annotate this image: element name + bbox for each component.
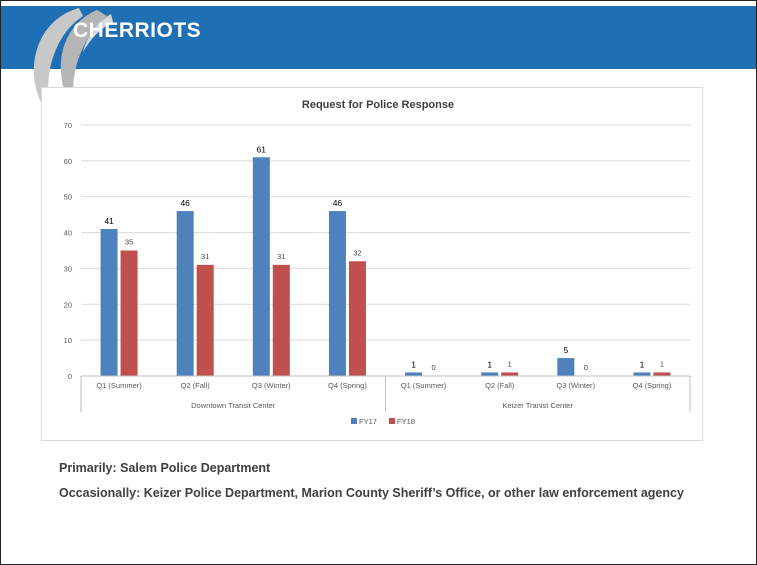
data-label: 1 <box>411 359 416 369</box>
x-tick-label: Q1 (Summer) <box>401 381 447 390</box>
data-label: 31 <box>201 252 209 261</box>
gridlines <box>81 124 690 377</box>
group-label: Downtown Transit Center <box>191 401 276 410</box>
bar-fy18 <box>120 250 138 376</box>
bar-fy17 <box>405 372 423 376</box>
data-label: 1 <box>508 359 512 368</box>
data-label: 61 <box>257 144 267 154</box>
bar-chart: Request for Police Response 010203040506… <box>64 99 691 426</box>
bar-fy17 <box>481 372 499 376</box>
note-occasional: Occasionally: Keizer Police Department, … <box>59 486 684 500</box>
bars <box>100 157 671 376</box>
legend-swatch <box>389 418 395 424</box>
data-label: 0 <box>584 363 588 372</box>
bar-fy18 <box>196 264 214 376</box>
bar-fy18 <box>348 261 366 376</box>
y-tick-label: 30 <box>64 264 72 273</box>
legend-label: FY18 <box>397 417 415 426</box>
bar-fy18 <box>501 372 519 376</box>
data-label: 5 <box>563 345 568 355</box>
brand-name: CHERRIOTS <box>73 19 202 42</box>
x-tick-label: Q3 (Winter) <box>556 381 595 390</box>
legend-label: FY17 <box>359 417 377 426</box>
legend: FY17 FY18 <box>351 417 415 426</box>
bar-fy17 <box>252 157 270 376</box>
x-tick-label: Q3 (Winter) <box>252 381 291 390</box>
data-label: 46 <box>333 198 343 208</box>
y-tick-label: 0 <box>68 372 72 381</box>
x-tick-label: Q2 (Fall) <box>181 381 211 390</box>
bar-fy17 <box>557 358 575 376</box>
x-tick-label: Q4 (Spring) <box>328 381 367 390</box>
data-labels: 41 46 61 46 1 1 5 1 35 31 31 32 0 1 0 1 <box>104 144 664 372</box>
data-label: 1 <box>660 359 664 368</box>
bar-fy17 <box>633 372 651 376</box>
data-label: 32 <box>353 248 361 257</box>
data-label: 1 <box>640 359 645 369</box>
y-tick-label: 70 <box>64 121 72 130</box>
data-label: 46 <box>180 198 190 208</box>
bar-fy17 <box>176 211 194 376</box>
header-bar <box>1 6 756 69</box>
legend-swatch <box>351 418 357 424</box>
x-tick-label: Q4 (Spring) <box>633 381 672 390</box>
x-tick-label: Q2 (Fall) <box>485 381 515 390</box>
y-tick-label: 10 <box>64 336 72 345</box>
y-tick-label: 60 <box>64 157 72 166</box>
y-tick-label: 40 <box>64 229 72 238</box>
data-label: 41 <box>104 216 114 226</box>
y-tick-label: 20 <box>64 300 72 309</box>
y-tick-label: 50 <box>64 193 72 202</box>
x-axis: Q1 (Summer) Q2 (Fall) Q3 (Winter) Q4 (Sprin… <box>80 375 691 412</box>
data-label: 31 <box>277 252 285 261</box>
bar-fy17 <box>328 211 346 376</box>
data-label: 1 <box>487 359 492 369</box>
data-label: 35 <box>125 238 133 247</box>
bar-fy18 <box>653 372 671 376</box>
data-label: 0 <box>431 363 435 372</box>
bar-fy18 <box>272 264 290 376</box>
group-label: Keizer Tranist Center <box>503 401 574 410</box>
chart-title: Request for Police Response <box>302 99 454 111</box>
x-tick-label: Q1 (Summer) <box>96 381 142 390</box>
note-primary: Primarily: Salem Police Department <box>59 461 271 475</box>
y-axis-ticks: 0 10 20 30 40 50 60 70 <box>64 121 72 381</box>
bar-fy17 <box>100 228 118 376</box>
chart-frame: Request for Police Response 0 10 20 30 40 50 6… <box>41 87 703 441</box>
